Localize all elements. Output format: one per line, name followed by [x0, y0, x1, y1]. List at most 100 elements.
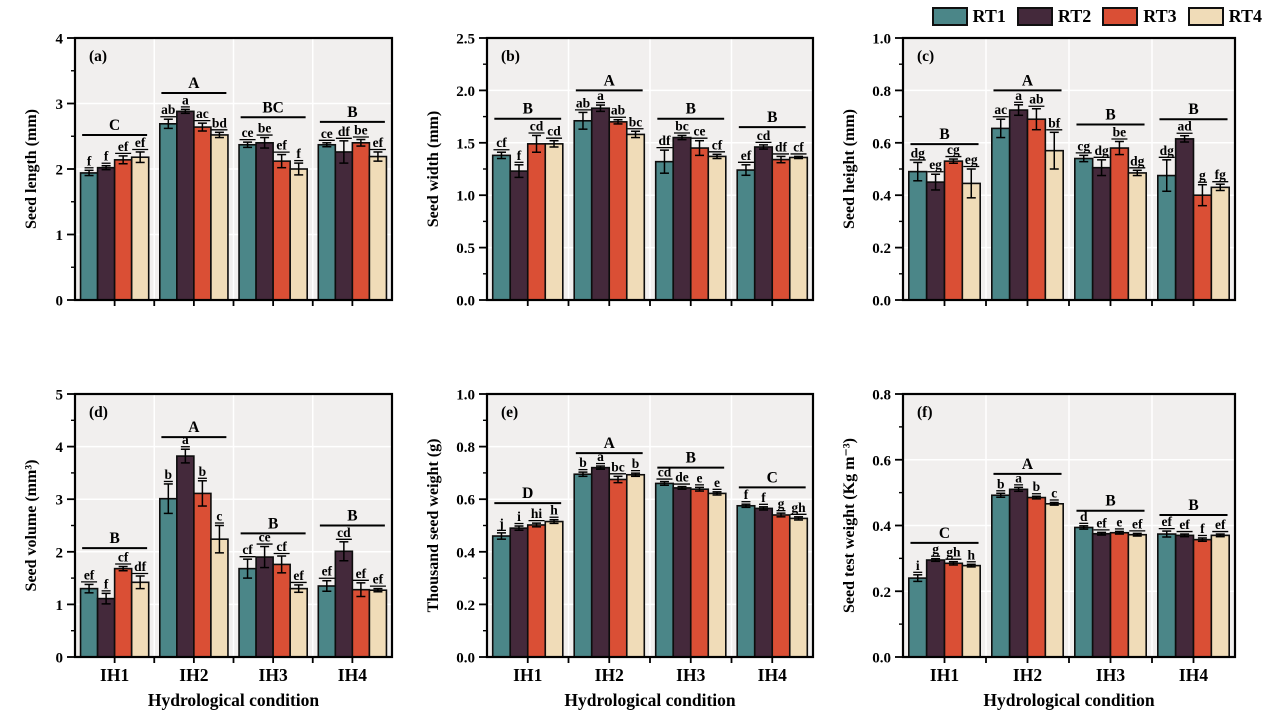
- sig-letter: g: [778, 496, 785, 511]
- error-bar: [101, 592, 111, 605]
- x-category-label: IH1: [513, 665, 542, 685]
- sig-letter: de: [675, 470, 689, 485]
- error-bar: [659, 480, 669, 487]
- bar-rt3-ih3: [689, 147, 710, 301]
- sig-letter: fg: [1215, 167, 1226, 182]
- bar-rt2-ih3: [672, 136, 692, 301]
- group-sig-letter: B: [347, 508, 357, 525]
- error-bar: [758, 506, 768, 511]
- bar-rt4-ih1: [961, 182, 981, 301]
- bar-rt1-ih4: [736, 504, 756, 658]
- bar-rt2-ih2: [1008, 488, 1029, 658]
- error-bar: [1097, 531, 1107, 536]
- bar-rt2-ih1: [925, 559, 946, 658]
- error-bar: [1049, 501, 1059, 506]
- error-bar: [966, 563, 976, 568]
- x-category-label: IH1: [930, 665, 959, 685]
- sig-letter: cd: [547, 124, 561, 139]
- group-sig-letter: B: [268, 515, 278, 532]
- error-bar: [1114, 140, 1124, 156]
- sig-letter: df: [775, 139, 788, 154]
- bar-rt3-ih3: [1109, 531, 1130, 658]
- bar-rt4-ih4: [368, 155, 388, 301]
- sig-letter: ab: [1029, 92, 1043, 107]
- error-bar: [373, 151, 383, 162]
- sig-letter: ac: [994, 102, 1007, 117]
- legend-label-rt2: RT2: [1057, 6, 1092, 26]
- bar-rt4-ih2: [210, 134, 229, 301]
- y-axis-title: Seed length (mm): [23, 109, 40, 229]
- sig-letter: cd: [757, 128, 771, 143]
- y-tick-label: 2.5: [456, 32, 475, 48]
- sig-letter: b: [579, 455, 587, 470]
- sig-letter: df: [134, 559, 147, 574]
- sig-letter: b: [1033, 479, 1041, 494]
- sig-letter: dg: [911, 145, 926, 160]
- y-tick-label: 0.8: [872, 388, 891, 404]
- bar-rt3-ih2: [193, 492, 212, 658]
- sig-letter: c: [216, 509, 222, 524]
- error-bar: [1162, 530, 1172, 538]
- group-sig-letter: A: [604, 72, 616, 89]
- sig-letter: h: [968, 547, 976, 562]
- bar-rt2-ih3: [672, 487, 692, 658]
- error-bar: [277, 153, 287, 169]
- y-tick-label: 0.0: [872, 294, 891, 310]
- error-bar: [931, 557, 941, 563]
- y-tick-label: 0: [56, 651, 64, 667]
- sig-letter: ce: [259, 530, 271, 545]
- sig-letter: ab: [576, 95, 590, 110]
- bar-rt2-ih3: [1091, 532, 1112, 658]
- panel-tag: (c): [917, 48, 934, 65]
- bar-rt4-ih3: [707, 492, 727, 658]
- error-bar: [631, 472, 641, 478]
- error-bar: [322, 579, 332, 592]
- bar-rt4-ih2: [1044, 503, 1064, 658]
- sig-letter: h: [550, 503, 558, 518]
- plot-frame: [73, 36, 394, 302]
- sig-letter: ef: [356, 566, 367, 581]
- error-bar: [948, 560, 958, 566]
- error-bar: [101, 164, 111, 171]
- error-bar: [514, 525, 524, 531]
- error-bar: [712, 153, 722, 160]
- error-bar: [135, 151, 145, 164]
- bar-rt4-ih2: [1044, 149, 1064, 301]
- bar-rt2-ih4: [753, 507, 774, 658]
- legend-label-rt3: RT3: [1143, 6, 1177, 26]
- bar-rt4-ih3: [289, 587, 309, 658]
- error-bar: [1132, 532, 1142, 537]
- bar-rt2-ih2: [176, 110, 195, 301]
- error-bar: [214, 524, 224, 554]
- error-bar: [578, 111, 588, 130]
- bar-rt2-ih1: [925, 181, 946, 301]
- bar-rt4-ih4: [788, 517, 809, 658]
- sig-letter: dg: [1160, 143, 1175, 158]
- sig-letter: ce: [242, 125, 254, 140]
- bar-rt4-ih3: [707, 155, 727, 301]
- bar-rt3-ih2: [608, 478, 628, 658]
- error-bar: [776, 512, 786, 518]
- error-bar: [794, 516, 804, 521]
- error-bar: [496, 532, 506, 540]
- plot-frame: [485, 392, 815, 659]
- bar-rt2-ih2: [590, 107, 611, 301]
- legend: RT1 RT2 RT3 RT4: [931, 6, 1262, 27]
- bar-rt2-ih1: [96, 597, 116, 658]
- error-bar: [712, 491, 722, 496]
- group-sig-letter: A: [188, 75, 200, 92]
- group-sig-letter: A: [604, 435, 616, 452]
- panel-d: 012345effcfdfBIH1babcAIH2cfcecfefBIH3efc…: [23, 388, 394, 710]
- error-bar: [741, 164, 751, 177]
- error-bar: [996, 118, 1006, 139]
- error-bar: [356, 582, 366, 598]
- sig-letter: ef: [373, 572, 384, 587]
- sig-letter: b: [997, 476, 1005, 491]
- bar-rt2-ih2: [176, 455, 195, 658]
- sig-letter: f: [104, 149, 109, 164]
- y-tick-label: 2.0: [456, 84, 475, 100]
- error-bar: [260, 136, 270, 149]
- panel-tag: (e): [501, 404, 518, 421]
